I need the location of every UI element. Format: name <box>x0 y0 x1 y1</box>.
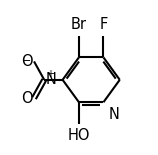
Text: O: O <box>21 54 33 69</box>
Text: HO: HO <box>68 128 90 143</box>
Text: −: − <box>22 56 31 66</box>
Text: O: O <box>21 91 33 106</box>
Text: N: N <box>109 107 119 122</box>
Text: F: F <box>99 17 108 32</box>
Text: +: + <box>46 69 54 79</box>
Text: Br: Br <box>71 17 87 32</box>
Text: N: N <box>45 72 56 87</box>
